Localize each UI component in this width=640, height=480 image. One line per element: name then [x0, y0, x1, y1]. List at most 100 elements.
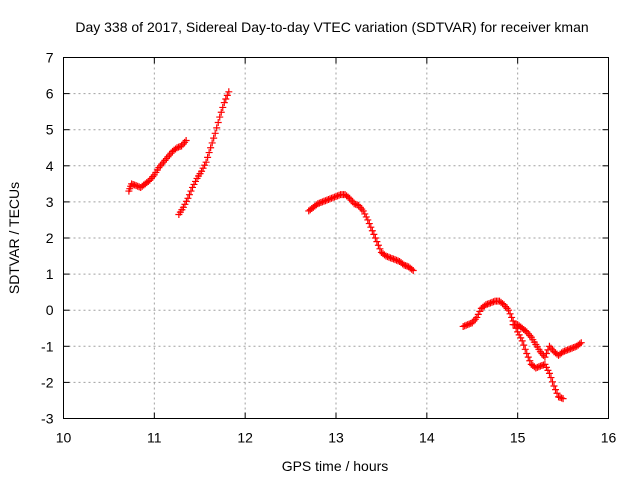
- arc-2-point: [225, 88, 233, 96]
- arc-3-point: [371, 234, 379, 242]
- arc-1-point: [182, 137, 190, 145]
- y-tick-label: 0: [46, 302, 54, 318]
- arc-3-point: [361, 210, 369, 218]
- grid-lines: [63, 57, 609, 419]
- arc-4-point: [550, 382, 558, 390]
- x-tick-label: 12: [237, 430, 253, 446]
- arc-2-point: [213, 124, 221, 132]
- arc-4-point: [518, 337, 526, 345]
- arc-4-point: [526, 357, 534, 365]
- arc-4-point: [499, 300, 507, 308]
- arc-4-point: [473, 313, 481, 321]
- arc-4-point: [462, 321, 470, 329]
- arc-3-point: [385, 253, 393, 261]
- y-tick-labels: -3 -2 -1 0 1 2 3 4 5 6 7: [41, 50, 54, 427]
- arc-3-point: [344, 193, 352, 201]
- arc-1-point: [132, 182, 140, 190]
- x-tick-labels: 10 11 12 13 14 15 16: [56, 430, 617, 446]
- arc-4-point: [553, 389, 561, 397]
- arc-3-point: [359, 207, 367, 215]
- arc-4-point: [514, 328, 522, 336]
- arc-2-point: [205, 149, 213, 157]
- arc-3-point: [376, 245, 384, 253]
- arc-2-point: [216, 113, 224, 121]
- arc-3-point: [409, 266, 417, 274]
- arc-2-point: [187, 187, 195, 195]
- arc-4-point: [532, 364, 540, 372]
- arc-2-point: [188, 183, 196, 191]
- arc-4-point: [520, 341, 528, 349]
- arc-2-point: [210, 134, 218, 142]
- arc-3-point: [393, 256, 401, 264]
- arc-4-point: [521, 345, 529, 353]
- arc-4-point: [548, 378, 556, 386]
- arc-3-point: [368, 227, 376, 235]
- data-points: [125, 88, 585, 403]
- arc-1-point: [175, 143, 183, 151]
- arc-3-point: [362, 213, 370, 221]
- arc-3-point: [332, 192, 340, 200]
- arc-4-point: [535, 363, 543, 371]
- arc-4-point: [505, 306, 513, 314]
- arc-3-point: [364, 216, 372, 224]
- x-tick-label: 13: [328, 430, 344, 446]
- x-tick-label: 15: [510, 430, 526, 446]
- arc-3-point: [335, 191, 343, 199]
- arc-5-point: [564, 346, 572, 354]
- arc-5-point: [577, 339, 585, 347]
- arc-3-point: [320, 197, 328, 205]
- arc-4-point: [506, 310, 514, 318]
- arc-4-point: [488, 298, 496, 306]
- arc-5-point: [559, 348, 567, 356]
- x-tick-label: 10: [56, 430, 72, 446]
- arc-5-point: [567, 345, 575, 353]
- arc-1-point: [135, 183, 143, 191]
- arc-4-point: [533, 363, 541, 371]
- arc-5-point: [521, 327, 529, 335]
- arc-5-point: [565, 345, 573, 353]
- arc-3-point: [367, 223, 375, 231]
- arc-3-point: [327, 194, 335, 202]
- arc-3-point: [383, 253, 391, 261]
- arc-4-point: [465, 320, 473, 328]
- arc-3-point: [329, 194, 337, 202]
- arc-2-point: [207, 144, 215, 152]
- arc-5-point: [541, 353, 549, 361]
- arc-4-point: [559, 395, 567, 403]
- arc-2-point: [220, 99, 228, 107]
- arc-3-point: [388, 254, 396, 262]
- arc-4-point: [489, 298, 497, 306]
- arc-4-point: [483, 300, 491, 308]
- arc-2-point: [181, 200, 189, 208]
- x-tick-label: 11: [147, 430, 162, 446]
- arc-4-point: [485, 300, 493, 308]
- arc-5-point: [561, 347, 569, 355]
- y-tick-label: 7: [46, 50, 54, 66]
- arc-3-point: [334, 192, 342, 200]
- arc-2-point: [179, 203, 187, 211]
- arc-2-point: [184, 194, 192, 202]
- arc-2-point: [217, 108, 225, 116]
- arc-2-point: [223, 91, 231, 99]
- y-tick-label: -3: [41, 411, 54, 427]
- arc-4-point: [556, 393, 564, 401]
- arc-4-point: [464, 321, 472, 329]
- arc-4-point: [541, 360, 549, 368]
- arc-2-point: [192, 177, 200, 185]
- arc-4-point: [461, 322, 469, 330]
- arc-1-point: [144, 177, 152, 185]
- arc-2-point: [211, 129, 219, 137]
- arc-2-point: [208, 139, 216, 147]
- x-tick-label: 14: [419, 430, 435, 446]
- arc-3-point: [315, 199, 323, 207]
- arc-3-point: [352, 200, 360, 208]
- y-tick-label: 4: [46, 158, 54, 174]
- arc-2-point: [182, 197, 190, 205]
- arc-2-point: [190, 180, 198, 188]
- arc-3-point: [323, 196, 331, 204]
- arc-2-point: [214, 118, 222, 126]
- arc-3-point: [382, 252, 390, 260]
- arc-3-point: [314, 200, 322, 208]
- plot-frame: [63, 57, 609, 419]
- chart-title: Day 338 of 2017, Sidereal Day-to-day VTE…: [75, 19, 588, 35]
